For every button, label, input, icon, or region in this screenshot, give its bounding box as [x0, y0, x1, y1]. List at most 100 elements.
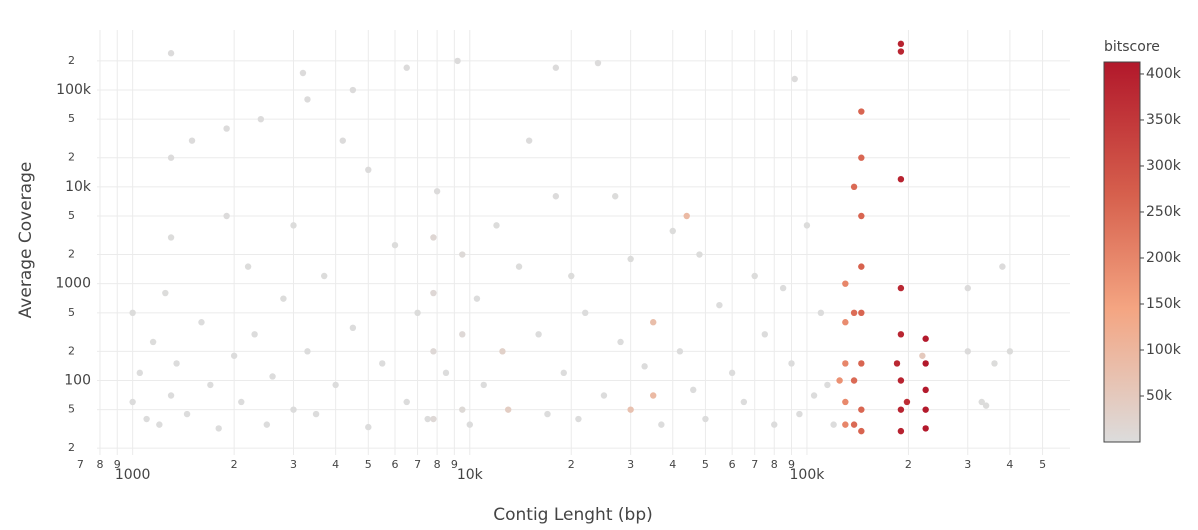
point — [136, 369, 143, 377]
point — [791, 75, 798, 83]
y-tick-label: 5 — [68, 209, 75, 222]
point — [824, 381, 831, 389]
point — [454, 57, 461, 65]
y-tick-label: 10k — [65, 179, 92, 195]
point — [922, 386, 929, 394]
point — [430, 234, 437, 241]
point — [312, 410, 320, 418]
point — [321, 272, 328, 280]
x-tick-label: 3 — [290, 458, 297, 471]
y-tick-label: 2 — [68, 54, 75, 67]
point — [858, 154, 865, 161]
colorbar-tick-label: 50k — [1146, 388, 1173, 404]
point — [922, 360, 929, 367]
point — [964, 284, 971, 292]
point — [897, 175, 905, 183]
x-tick-label: 9 — [788, 458, 795, 471]
x-tick-label: 7 — [77, 458, 84, 471]
point — [858, 360, 865, 367]
x-tick-label: 4 — [332, 458, 339, 471]
point — [991, 360, 998, 367]
x-tick-label: 8 — [96, 458, 103, 471]
point — [290, 222, 297, 229]
point — [669, 227, 676, 235]
point — [617, 338, 624, 346]
point — [830, 421, 837, 428]
point — [600, 392, 608, 399]
point — [167, 154, 175, 161]
point — [544, 410, 551, 418]
point — [850, 309, 858, 317]
point — [1006, 348, 1014, 355]
x-tick-label: 8 — [771, 458, 778, 471]
y-axis-title: Average Coverage — [16, 162, 36, 319]
point — [683, 212, 690, 220]
point — [842, 319, 849, 326]
point — [290, 406, 297, 413]
point — [690, 386, 697, 394]
point — [499, 348, 506, 355]
y-tick-label: 100k — [56, 82, 92, 98]
point — [414, 309, 421, 317]
colorbar-tick-label: 350k — [1146, 112, 1182, 128]
point — [198, 319, 205, 326]
point — [903, 398, 911, 406]
point — [223, 125, 230, 132]
point — [430, 415, 437, 423]
point — [230, 352, 238, 359]
point — [459, 331, 466, 338]
point — [582, 309, 589, 317]
point — [627, 255, 634, 263]
colorbar-tick-label: 300k — [1146, 158, 1182, 174]
colorbar-title: bitscore — [1104, 39, 1160, 55]
point — [676, 348, 684, 355]
point — [836, 377, 843, 384]
colorbar — [1103, 61, 1141, 443]
point — [858, 212, 865, 220]
point — [650, 319, 657, 326]
point — [897, 331, 905, 338]
x-tick-label: 4 — [669, 458, 676, 471]
y-tick-label: 100 — [64, 372, 91, 388]
point — [594, 59, 602, 67]
point — [167, 50, 175, 57]
point — [999, 263, 1006, 270]
point — [391, 241, 399, 249]
colorbar-tick-label: 400k — [1146, 66, 1182, 82]
point — [339, 137, 346, 144]
point — [779, 284, 787, 292]
x-tick-label: 5 — [702, 458, 709, 471]
y-tick-label: 5 — [68, 306, 75, 319]
point — [982, 402, 990, 409]
point — [430, 348, 437, 355]
grid — [97, 30, 1070, 455]
point — [696, 251, 703, 258]
point — [803, 222, 811, 229]
point — [173, 360, 180, 367]
point — [751, 272, 758, 280]
y-tick-label: 5 — [68, 403, 75, 416]
point — [349, 86, 357, 94]
x-tick-label: 1000 — [115, 467, 151, 483]
point — [459, 406, 466, 413]
point — [850, 377, 858, 384]
x-tick-label: 4 — [1006, 458, 1013, 471]
point — [424, 415, 431, 423]
point — [167, 392, 175, 399]
point — [365, 166, 372, 174]
point — [332, 381, 339, 389]
points — [129, 40, 1014, 435]
point — [897, 427, 905, 435]
point — [842, 280, 849, 287]
x-tick-label: 2 — [905, 458, 912, 471]
point — [810, 392, 818, 399]
point — [304, 96, 311, 103]
point — [897, 377, 905, 384]
point — [788, 360, 795, 367]
point — [244, 263, 252, 270]
point — [858, 108, 865, 115]
point — [238, 398, 245, 406]
point — [897, 284, 905, 292]
point — [922, 335, 929, 342]
